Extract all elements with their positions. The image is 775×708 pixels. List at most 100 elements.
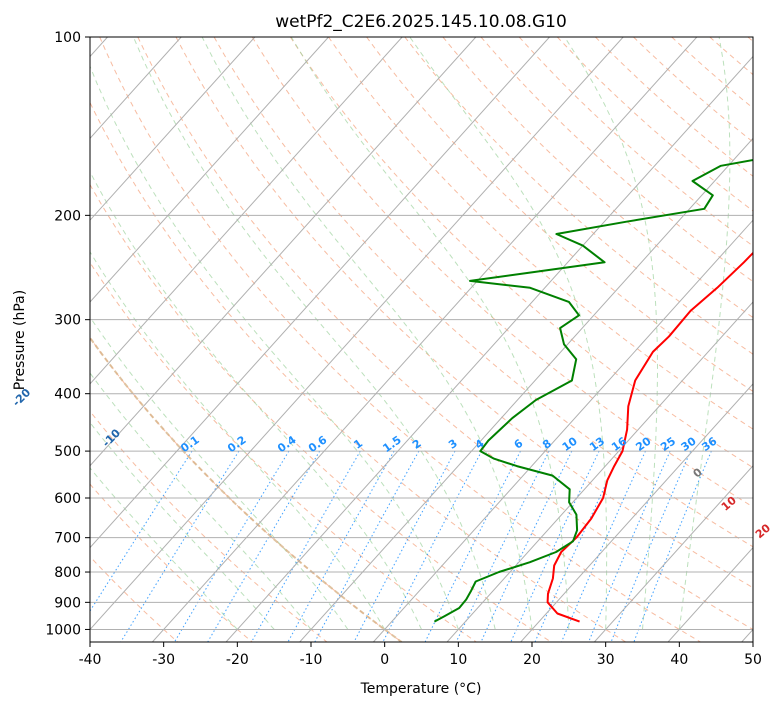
dry-adiabat-line [175,37,753,589]
mixing-ratio-line [174,450,290,642]
dry-adiabat-line [633,37,753,143]
dry-adiabat-line [90,101,626,642]
moist-adiabat-line [90,250,386,630]
isotherm-line [299,137,753,642]
y-tick-label: 100 [54,30,81,46]
mixing-ratio-line [561,450,646,642]
x-tick-label: -40 [79,652,102,668]
moist-adiabat-line [201,37,533,630]
mixing-ratio-label: 0.6 [306,433,330,455]
x-tick-label: 30 [597,652,615,668]
isotherm-line [667,546,753,642]
dry-adiabat-line [671,37,753,109]
x-tick-label: 20 [523,652,541,668]
dry-adiabat-line [366,37,753,392]
dry-adiabat-line [480,37,753,283]
x-tick-label: 0 [380,652,389,668]
y-tick-label: 400 [54,387,81,403]
background-reference-lines [90,37,753,642]
dry-adiabat-line [595,37,753,177]
isotherm-line [90,37,329,303]
x-tick-label: 50 [744,652,762,668]
dry-adiabat-line [90,261,477,642]
isotherm-line [90,37,403,385]
dry-adiabat-line [289,37,753,469]
moist-adiabat-line [90,65,459,630]
y-tick-label: 200 [54,208,81,224]
moist-adiabat-line [90,170,422,630]
isotherm-line [90,37,550,549]
mixing-ratio-line [314,450,420,642]
moist-adiabat-line [90,316,349,630]
moist-adiabat-line [132,37,496,630]
dry-adiabat-label: -10 [100,426,123,449]
mixing-ratio-label: 2 [410,437,424,452]
y-tick-label: 700 [54,531,81,547]
x-tick-label: -10 [300,652,323,668]
mixing-ratio-line [588,450,671,642]
moist-adiabat-line [90,421,275,630]
y-tick-label: 800 [54,565,81,581]
x-tick-label: -30 [152,652,175,668]
mixing-ratio-line [455,450,550,642]
mixing-ratio-line [510,450,600,642]
y-tick-label: 300 [54,313,81,329]
mixing-ratio-line [633,450,712,642]
isotherm-line [90,37,624,631]
dry-adiabat-line [90,183,552,642]
dry-adiabat-line [90,336,402,642]
x-axis-label: Temperature (°C) [360,681,482,697]
mixing-ratio-label: 1.5 [380,433,403,455]
plot-frame [89,36,754,643]
moist-adiabat-line [564,37,658,630]
mixing-ratio-line [207,450,321,642]
dry-adiabat-line [99,37,701,642]
isotherm-line [741,628,753,642]
moist-adiabat-label: 10 [719,494,739,514]
isotherm-line [225,55,753,642]
grid [90,37,753,642]
moist-adiabat-label: 0 [691,465,705,480]
isotherm-line [90,37,477,467]
dry-adiabat-line [442,37,753,319]
mixing-ratio-line [353,450,456,642]
dry-adiabat-line [213,37,753,548]
isotherm-line [151,37,698,642]
chart-title: wetPf2_C2E6.2025.145.10.08.G10 [275,12,567,32]
x-axis-ticks: -40 -30 -20 -10 0 10 20 30 40 50 [79,642,762,668]
mixing-ratio-line [610,450,692,642]
mixing-ratio-label: 0.1 [178,433,201,455]
dry-adiabat-line [747,37,753,43]
dry-adiabat-line [90,483,253,642]
moist-adiabat-line [90,372,312,630]
isotherm-line [520,383,753,642]
moist-adiabat-line [409,37,608,630]
y-axis-ticks: 100 200 300 400 500 600 700 800 900 1000 [45,30,90,638]
isotherm-line [90,37,256,221]
y-tick-label: 600 [54,491,81,507]
dewpoint-profile-line [433,158,753,623]
isotherm-line [372,219,753,642]
y-tick-label: 1000 [45,622,81,638]
x-tick-label: -20 [226,652,249,668]
mixing-ratio-label: 3 [446,437,460,452]
y-tick-label: 500 [54,444,81,460]
mixing-ratio-line [382,450,483,642]
mixing-ratio-line [480,450,573,642]
mixing-ratio-line [90,450,193,612]
mixing-ratio-line [534,450,622,642]
y-tick-label: 900 [54,595,81,611]
moist-adiabat-line [90,467,238,630]
temperature-profile-line [546,251,753,623]
mixing-ratio-line [287,450,395,642]
dry-adiabat-line [328,37,753,430]
dry-adiabat-line [90,410,328,642]
dry-adiabat-line [251,37,753,508]
moist-adiabat-line [678,37,731,630]
data-series [433,158,753,623]
mixing-ratio-line [251,450,361,642]
y-axis-label: Pressure (hPa) [12,290,28,390]
isotherm-line [593,464,753,642]
x-tick-label: 10 [449,652,467,668]
